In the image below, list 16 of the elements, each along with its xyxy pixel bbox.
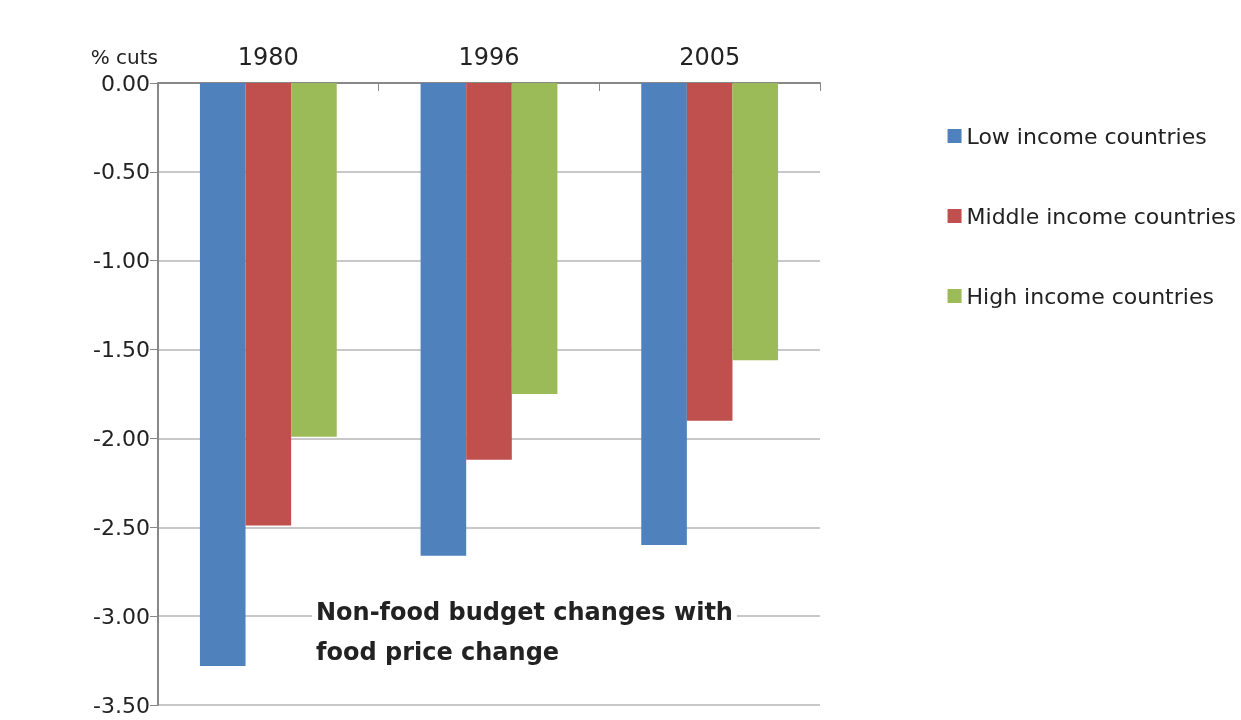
- y-tick-label: -3.00: [93, 603, 150, 629]
- legend-label: Low income countries: [966, 123, 1207, 149]
- y-tick-label: -3.50: [93, 692, 150, 718]
- y-tick-label: -1.00: [93, 248, 150, 274]
- annotation: Non-food budget changes with food price change: [316, 598, 733, 666]
- x-tick-label: 2005: [679, 43, 741, 71]
- legend-label: Middle income countries: [966, 203, 1237, 229]
- y-tick-label: -0.50: [93, 159, 150, 185]
- y-tick-label: 0.00: [101, 70, 150, 96]
- y-axis-title: % cuts: [90, 45, 158, 69]
- x-tick-label: 1996: [458, 43, 520, 71]
- y-tick-label: -2.00: [93, 425, 150, 451]
- legend-label: High income countries: [966, 283, 1214, 309]
- y-tick-label: -1.50: [93, 337, 150, 363]
- y-tick-label: -2.50: [93, 514, 150, 540]
- x-tick-label: 1980: [237, 43, 299, 71]
